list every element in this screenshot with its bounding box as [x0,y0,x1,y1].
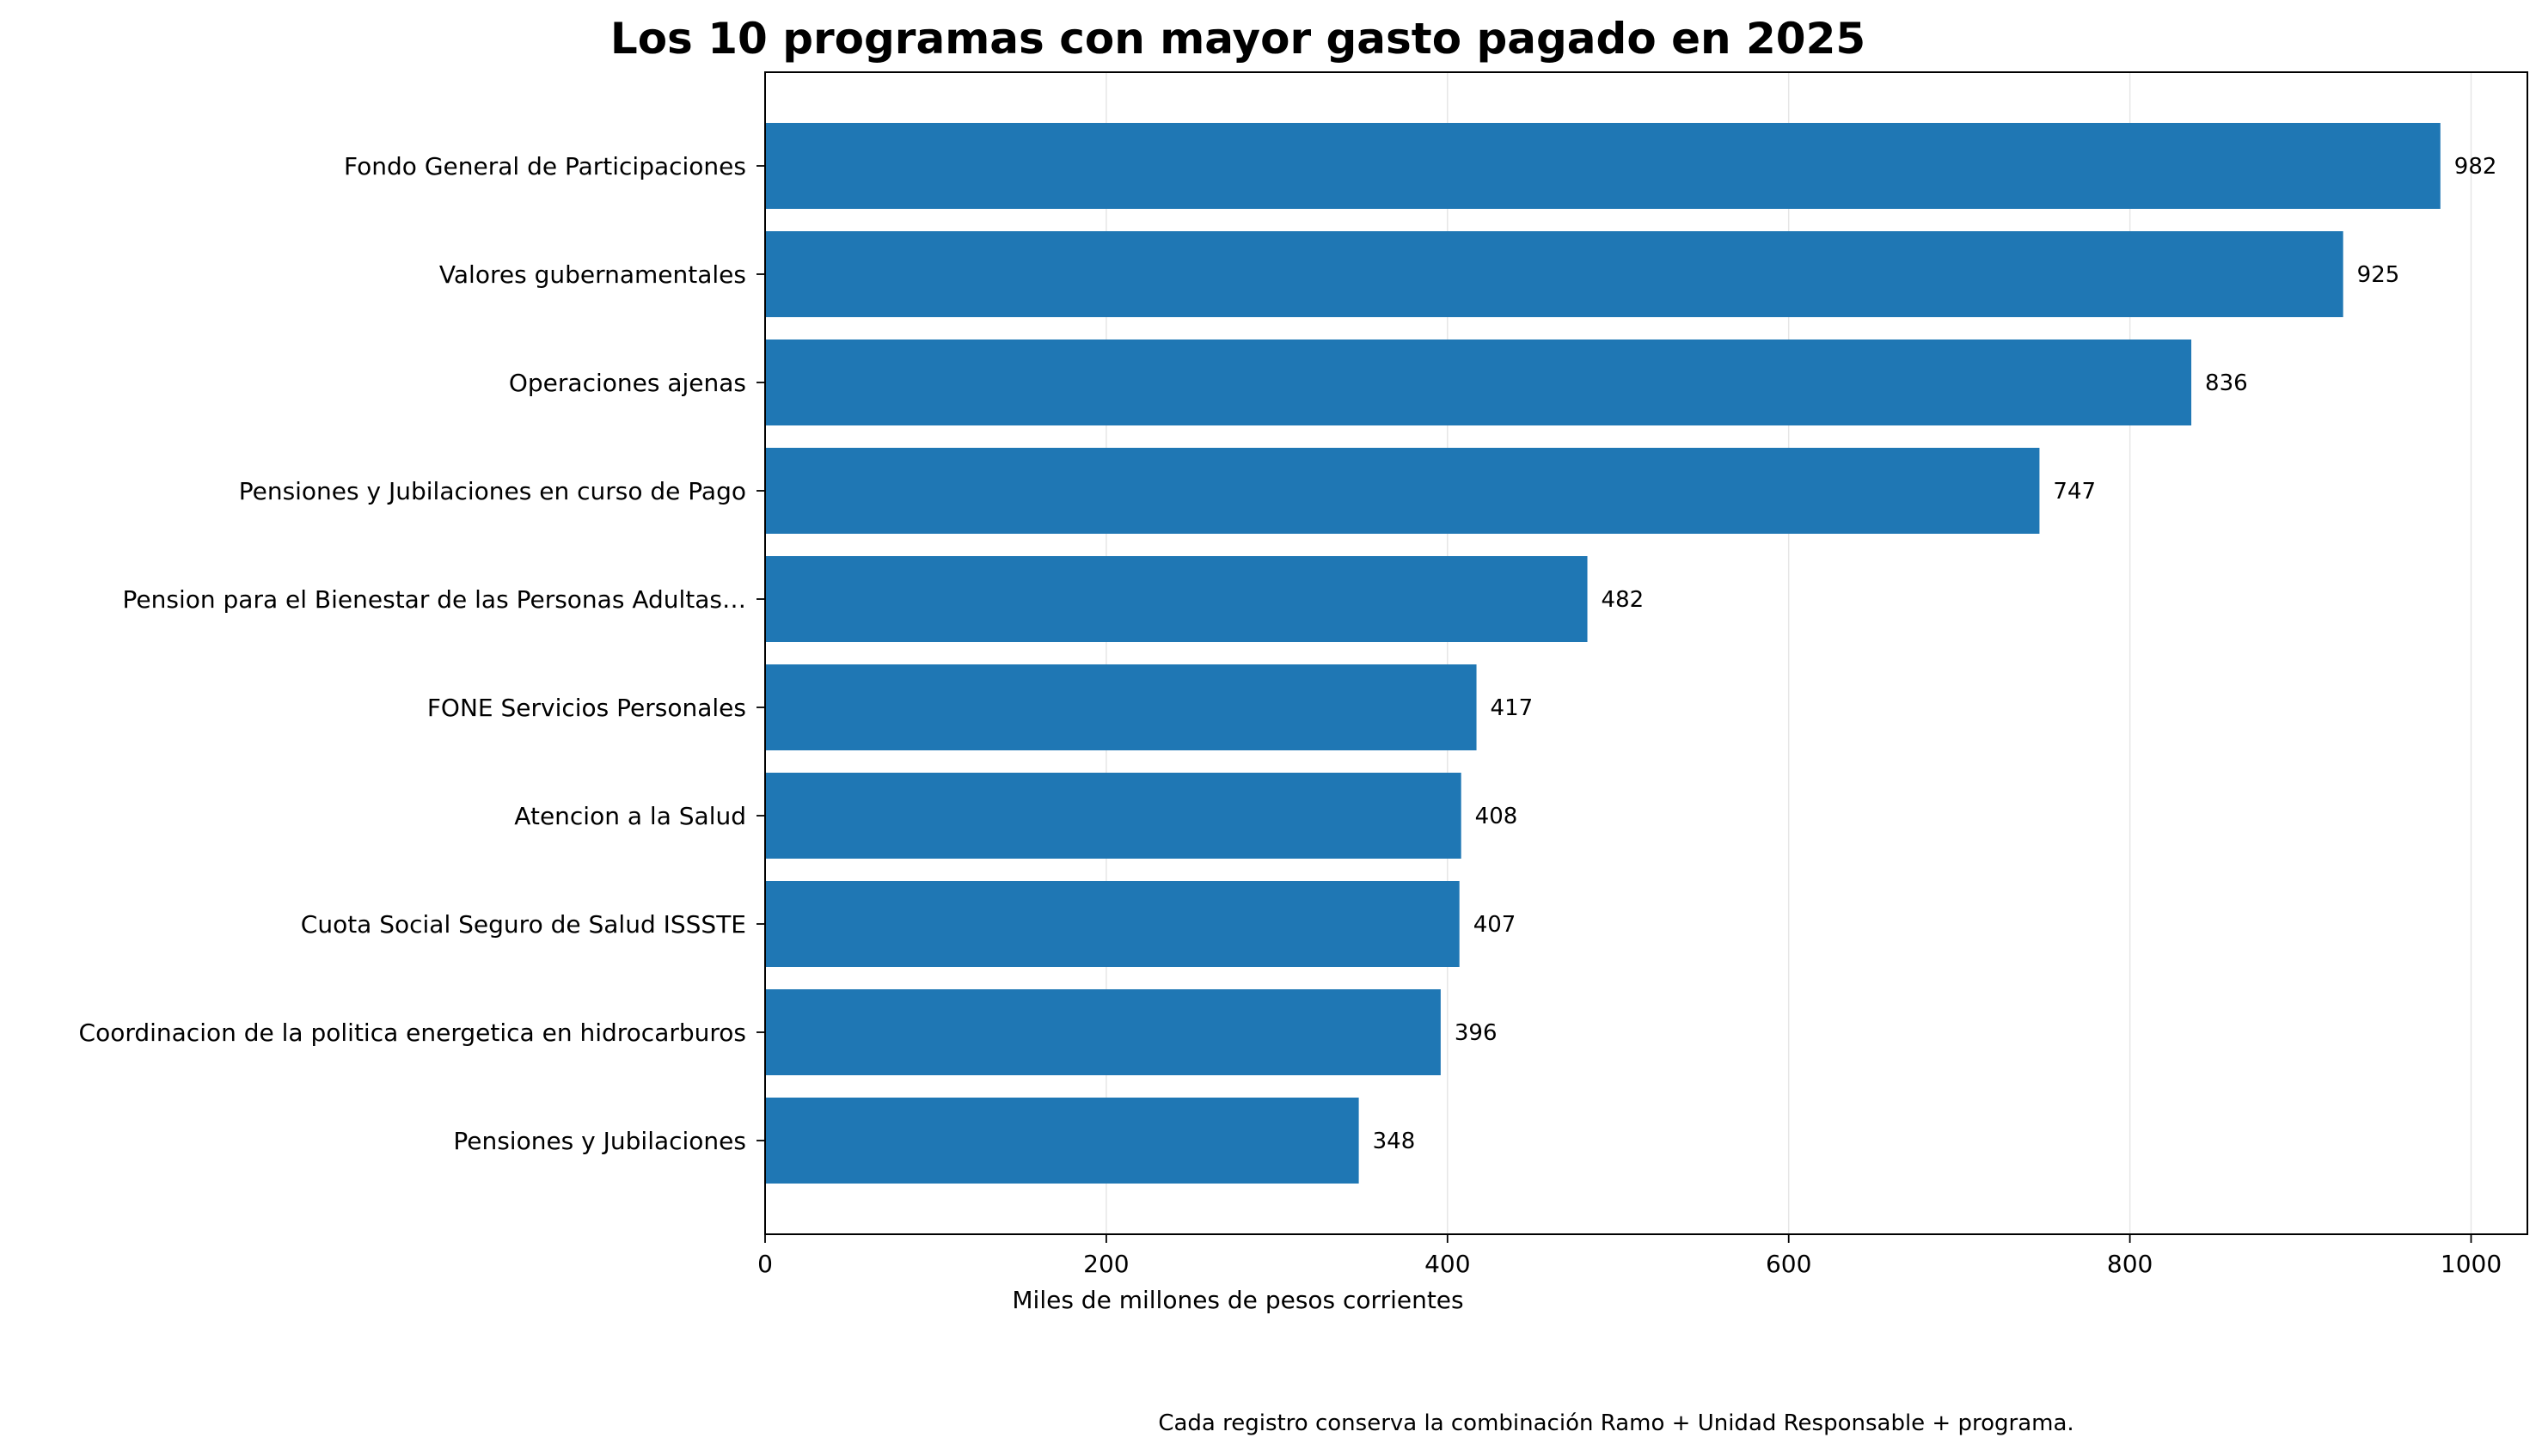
bar [765,340,2192,425]
axes: Fondo General de Participaciones Valores … [79,71,2528,1278]
y-tick-label: Coordinacion de la politica energetica e… [79,1019,746,1047]
bar [765,773,1461,859]
data-label: 925 [2357,262,2400,288]
x-axis-label: Miles de millones de pesos corrientes [1012,1286,1463,1314]
bar [765,989,1441,1075]
y-tick-label: Fondo General de Participaciones [344,152,746,180]
data-label: 482 [1602,587,1645,613]
x-tick-label: 800 [2107,1250,2153,1278]
bar [765,1098,1359,1184]
plot-frame [764,71,2528,1235]
x-tick-label: 400 [1424,1250,1470,1278]
bar [765,448,2040,534]
y-tick-label: Valores gubernamentales [439,260,746,289]
data-label: 407 [1473,912,1516,938]
data-label: 982 [2454,154,2497,180]
y-tick-label: Pensiones y Jubilaciones [453,1127,746,1155]
x-tick-label: 200 [1083,1250,1129,1278]
bar [765,556,1588,642]
x-tick-label: 600 [1766,1250,1811,1278]
y-tick-label: FONE Servicios Personales [427,694,746,722]
data-label: 348 [1373,1129,1416,1154]
y-tick-label: Pensiones y Jubilaciones en curso de Pag… [239,477,746,505]
bar [765,881,1460,967]
data-label: 408 [1475,804,1518,829]
chart-title: Los 10 programas con mayor gasto pagado … [610,14,1865,64]
y-tick-label: Cuota Social Seguro de Salud ISSSTE [301,910,746,939]
x-tick-label: 1000 [2441,1250,2502,1278]
bar [765,664,1477,750]
y-tick-label: Atencion a la Salud [514,802,746,830]
data-labels: 982 925 836 747 482 417 408 407 396 348 [1373,154,2497,1154]
x-tick-label: 0 [757,1250,773,1278]
bar [765,231,2343,317]
data-label: 396 [1455,1020,1498,1046]
bars [765,123,2441,1184]
data-label: 417 [1491,695,1534,721]
footnote: Cada registro conserva la combinación Ra… [1158,1410,2073,1436]
data-label: 747 [2053,479,2096,505]
y-tick-label: Operaciones ajenas [509,369,746,397]
bar [765,123,2441,209]
data-label: 836 [2205,370,2248,396]
y-tick-label: Pension para el Bienestar de las Persona… [123,585,746,614]
